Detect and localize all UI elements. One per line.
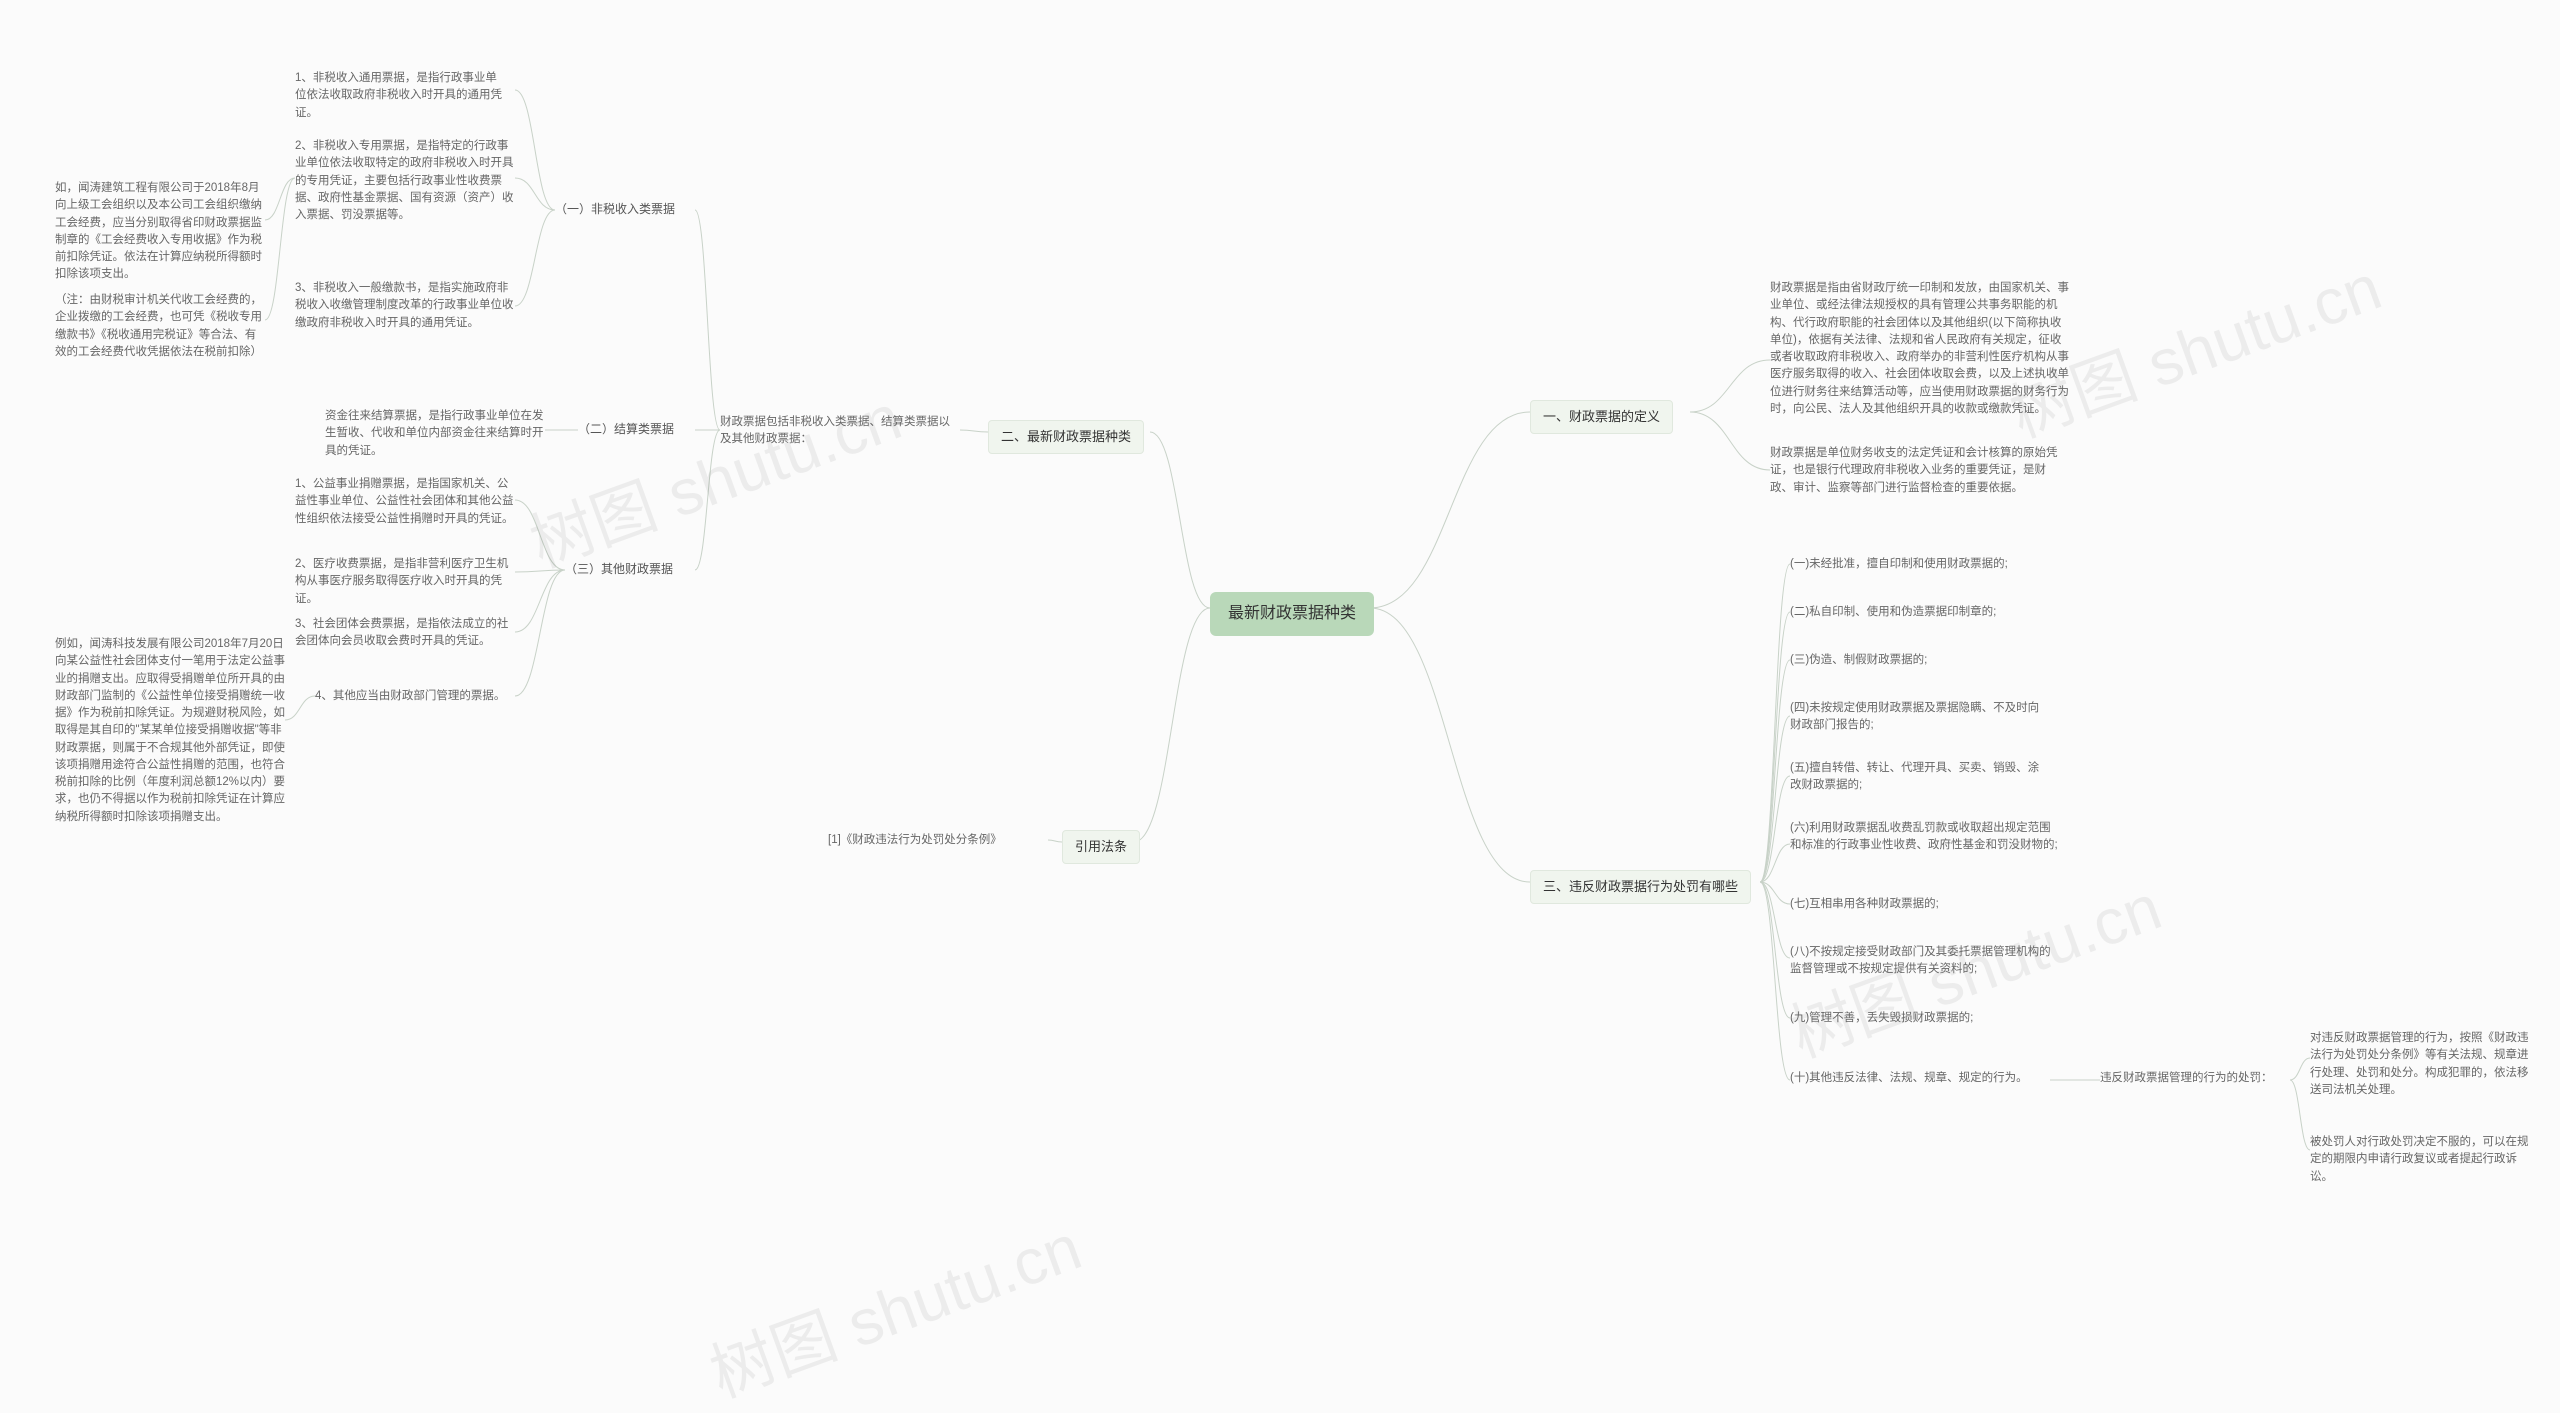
- b1-leaf-0: 财政票据是指由省财政厅统一印制和发放，由国家机关、事业单位、或经法律法规授权的具…: [1770, 280, 2070, 418]
- b3-leaf-3: (四)未按规定使用财政票据及票据隐瞒、不及时向财政部门报告的;: [1790, 700, 2050, 735]
- b2-c0-leaf-0: 1、非税收入通用票据，是指行政事业单位依法收取政府非税收入时开具的通用凭证。: [295, 70, 505, 122]
- b2-c0-leaf-2: 3、非税收入一般缴款书，是指实施政府非税收入收缴管理制度改革的行政事业单位收缴政…: [295, 280, 515, 332]
- b2-c1-leaf: 资金往来结算票据，是指行政事业单位在发生暂收、代收和单位内部资金往来结算时开具的…: [325, 408, 545, 460]
- b3-leaf-4: (五)擅自转借、转让、代理开具、买卖、销毁、涂改财政票据的;: [1790, 760, 2050, 795]
- b2-cat-1: （二）结算类票据: [578, 420, 674, 438]
- b3-ten-sub: 违反财政票据管理的行为的处罚：: [2100, 1070, 2273, 1087]
- b3-ten: (十)其他违反法律、法规、规章、规定的行为。: [1790, 1070, 2028, 1087]
- branch-3: 三、违反财政票据行为处罚有哪些: [1530, 870, 1751, 904]
- b3-ten-sub-leaf-1: 被处罚人对行政处罚决定不服的，可以在规定的期限内申请行政复议或者提起行政诉讼。: [2310, 1134, 2530, 1186]
- b3-leaf-2: (三)伪造、制假财政票据的;: [1790, 652, 1927, 669]
- center-node: 最新财政票据种类: [1210, 592, 1374, 636]
- b2-c2-leaf-3: 4、其他应当由财政部门管理的票据。: [315, 688, 505, 705]
- watermark-1: 树图 shutu.cn: [516, 366, 912, 585]
- b3-leaf-8: (九)管理不善，丢失毁损财政票据的;: [1790, 1010, 1973, 1027]
- b2-c0-note-1: （注：由财税审计机关代收工会经费的，企业拨缴的工会经费，也可凭《税收专用缴款书》…: [55, 292, 265, 361]
- branch-4: 引用法条: [1062, 830, 1140, 864]
- b2-desc: 财政票据包括非税收入类票据、结算类票据以及其他财政票据：: [720, 414, 960, 449]
- b4-leaf: [1]《财政违法行为处罚处分条例》: [828, 832, 1002, 849]
- b2-c0-leaf-1: 2、非税收入专用票据，是指特定的行政事业单位依法收取特定的政府非税收入时开具的专…: [295, 138, 515, 224]
- b1-leaf-1: 财政票据是单位财务收支的法定凭证和会计核算的原始凭证，也是银行代理政府非税收入业…: [1770, 445, 2060, 497]
- b3-leaf-7: (八)不按规定接受财政部门及其委托票据管理机构的监督管理或不按规定提供有关资料的…: [1790, 944, 2060, 979]
- branch-2: 二、最新财政票据种类: [988, 420, 1144, 454]
- b2-c2-leaf-1: 2、医疗收费票据，是指非营利医疗卫生机构从事医疗服务取得医疗收入时开具的凭证。: [295, 556, 515, 608]
- b2-cat-2: （三）其他财政票据: [565, 560, 673, 578]
- b3-leaf-1: (二)私自印制、使用和伪造票据印制章的;: [1790, 604, 1996, 621]
- b2-c2-note4: 例如，闻涛科技发展有限公司2018年7月20日向某公益性社会团体支付一笔用于法定…: [55, 636, 285, 826]
- b3-leaf-0: (一)未经批准，擅自印制和使用财政票据的;: [1790, 556, 2008, 573]
- b2-c2-leaf-0: 1、公益事业捐赠票据，是指国家机关、公益性事业单位、公益性社会团体和其他公益性组…: [295, 476, 515, 528]
- b2-cat-0: （一）非税收入类票据: [555, 200, 675, 218]
- b2-c0-note-0: 如，闻涛建筑工程有限公司于2018年8月向上级工会组织以及本公司工会组织缴纳工会…: [55, 180, 265, 284]
- branch-1: 一、财政票据的定义: [1530, 400, 1673, 434]
- b3-leaf-5: (六)利用财政票据乱收费乱罚款或收取超出规定范围和标准的行政事业性收费、政府性基…: [1790, 820, 2060, 855]
- b3-ten-sub-leaf-0: 对违反财政票据管理的行为，按照《财政违法行为处罚处分条例》等有关法规、规章进行处…: [2310, 1030, 2530, 1099]
- b2-c2-leaf-2: 3、社会团体会费票据，是指依法成立的社会团体向会员收取会费时开具的凭证。: [295, 616, 515, 651]
- watermark-3: 树图 shutu.cn: [696, 1196, 1092, 1413]
- b3-leaf-6: (七)互相串用各种财政票据的;: [1790, 896, 1939, 913]
